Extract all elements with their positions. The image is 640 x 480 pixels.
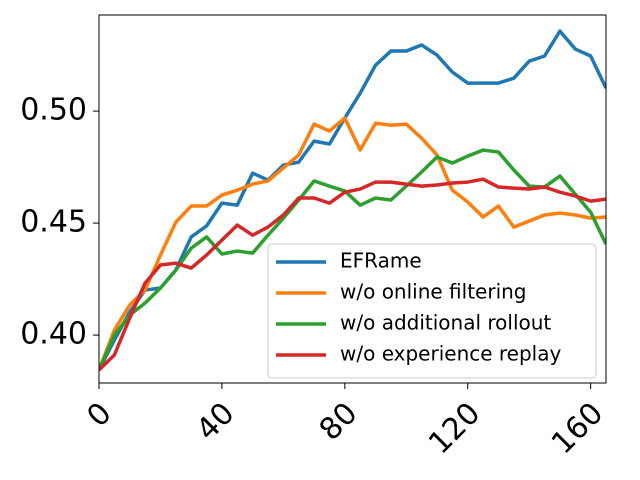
series-line (99, 29, 606, 371)
x-tick-label: 40 (190, 396, 242, 448)
x-tick-label: 80 (313, 396, 365, 448)
x-tick-label: 120 (422, 396, 487, 461)
series-line (99, 177, 606, 372)
legend-label: w/o additional rollout (340, 311, 551, 335)
plot-frame (98, 14, 607, 384)
series-line (99, 116, 606, 371)
y-tick-label: 0.45 (20, 205, 87, 240)
legend-box (267, 243, 597, 379)
series-line (99, 148, 606, 371)
legend-label: EFRame (340, 249, 422, 273)
y-tick-label: 0.40 (20, 317, 87, 352)
y-tick-label: 0.50 (20, 93, 87, 128)
legend-label: w/o experience replay (340, 342, 561, 366)
legend-label: w/o online filtering (340, 280, 527, 304)
x-tick-label: 0 (80, 396, 118, 434)
x-tick-label: 160 (545, 396, 610, 461)
